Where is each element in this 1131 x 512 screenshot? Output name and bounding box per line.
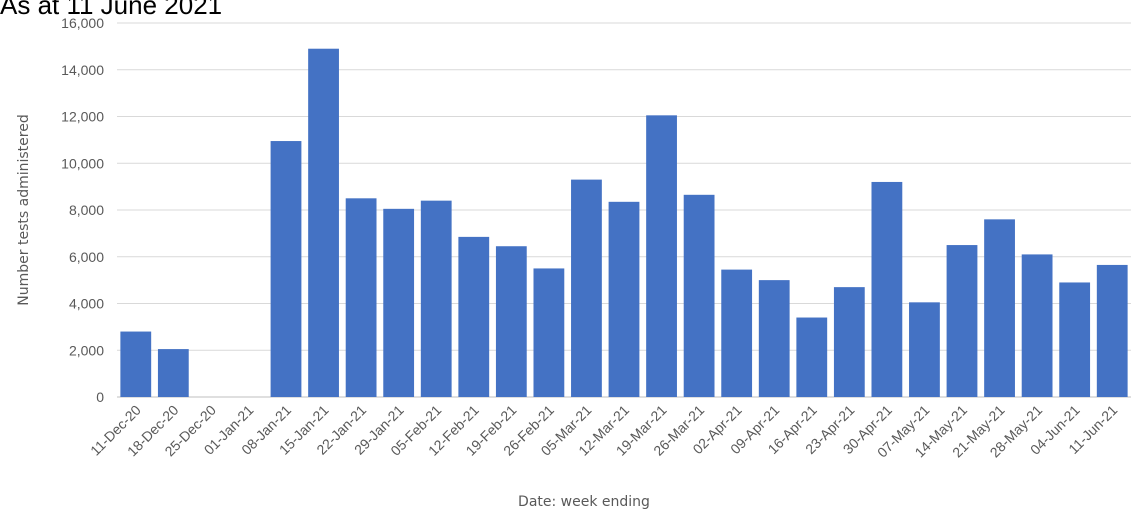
y-axis-ticks: 0 2,000 4,000 6,000 8,000 10,000 12,000 14,000 1… <box>61 15 104 405</box>
bar <box>909 302 940 397</box>
bar <box>984 219 1015 397</box>
bar <box>871 181 903 397</box>
bar <box>1096 264 1128 397</box>
y-tick-label: 6,000 <box>69 249 104 265</box>
y-tick-label: 12,000 <box>61 109 104 125</box>
bar <box>495 246 527 397</box>
bar <box>833 287 865 397</box>
bar <box>796 317 828 397</box>
bar <box>646 115 677 398</box>
bar <box>608 201 640 397</box>
y-tick-label: 0 <box>96 389 104 405</box>
bars <box>120 48 1128 398</box>
bar <box>383 208 415 397</box>
bar <box>533 268 565 397</box>
y-tick-label: 16,000 <box>61 15 104 31</box>
y-tick-label: 2,000 <box>69 342 104 358</box>
bar <box>758 280 790 397</box>
bar <box>1059 282 1091 397</box>
bar <box>420 200 452 397</box>
bar <box>345 198 377 397</box>
x-axis-ticks: 11-Dec-2018-Dec-2025-Dec-2001-Jan-2108-J… <box>87 402 1120 461</box>
bar <box>157 349 189 397</box>
bar <box>571 179 602 397</box>
bar <box>458 236 490 397</box>
bar <box>120 331 152 397</box>
x-axis-title: Date: week ending <box>518 494 650 510</box>
chart-title: As at 11 June 2021 <box>0 0 223 20</box>
y-tick-label: 10,000 <box>61 155 104 171</box>
y-axis-title: Number tests administered <box>16 114 32 305</box>
y-tick-label: 8,000 <box>69 202 104 218</box>
y-tick-label: 4,000 <box>69 296 104 312</box>
y-tick-label: 14,000 <box>61 62 104 78</box>
bar <box>946 245 978 397</box>
bar <box>308 48 339 398</box>
bar <box>270 141 302 397</box>
bar <box>1021 254 1053 397</box>
bar <box>683 194 715 397</box>
bar <box>721 269 753 397</box>
